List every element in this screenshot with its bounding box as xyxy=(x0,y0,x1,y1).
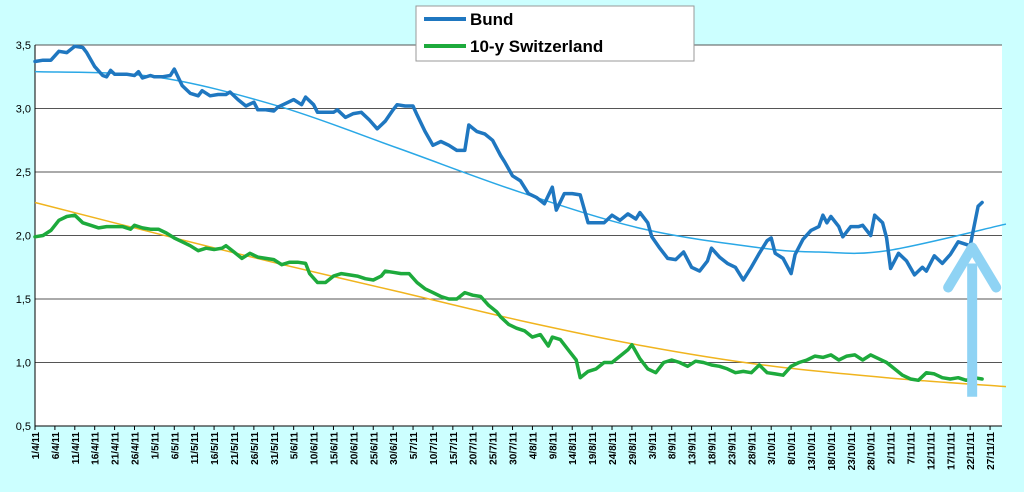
x-tick-label: 13/10/11 xyxy=(807,432,818,471)
x-tick-label: 18/10/11 xyxy=(827,432,838,471)
x-tick-label: 6/5/11 xyxy=(170,432,181,460)
y-tick-label: 3,0 xyxy=(16,104,31,116)
legend-label-switzerland: 10-y Switzerland xyxy=(470,37,603,56)
x-tick-label: 31/5/11 xyxy=(270,432,281,465)
x-tick-label: 30/7/11 xyxy=(509,432,520,465)
y-tick-label: 1,5 xyxy=(16,294,31,306)
x-axis-ticks: 1/4/11 6/4/11 11/4/11 16/4/11 21/4/11 26/4/11… xyxy=(31,426,997,470)
annotations xyxy=(943,242,1002,397)
y-tick-label: 2,5 xyxy=(16,167,31,179)
x-tick-label: 1/4/11 xyxy=(31,432,42,460)
y-tick-label: 0,5 xyxy=(16,421,31,433)
x-tick-label: 20/7/11 xyxy=(469,432,480,465)
x-tick-label: 23/10/11 xyxy=(847,432,858,471)
x-tick-label: 7/11/11 xyxy=(906,432,917,465)
x-tick-label: 23/9/11 xyxy=(727,432,738,465)
x-tick-label: 1/5/11 xyxy=(150,432,161,460)
x-tick-label: 8/9/11 xyxy=(668,432,679,460)
grid-lines xyxy=(34,44,1002,427)
x-tick-label: 20/6/11 xyxy=(349,432,360,465)
x-tick-label: 8/10/11 xyxy=(787,432,798,465)
x-tick-label: 4/8/11 xyxy=(528,432,539,460)
x-tick-label: 21/5/11 xyxy=(230,432,241,465)
x-tick-label: 16/4/11 xyxy=(91,432,102,465)
x-tick-label: 12/11/11 xyxy=(926,432,937,470)
x-tick-label: 18/9/11 xyxy=(708,432,719,465)
x-tick-label: 22/11/11 xyxy=(966,432,977,470)
x-tick-label: 16/5/11 xyxy=(210,432,221,465)
x-tick-label: 3/10/11 xyxy=(767,432,778,465)
x-tick-label: 10/7/11 xyxy=(429,432,440,465)
trendline xyxy=(34,70,1007,255)
x-tick-label: 2/11/11 xyxy=(887,432,898,465)
x-tick-label: 9/8/11 xyxy=(548,432,559,460)
x-tick-label: 26/4/11 xyxy=(130,432,141,465)
x-tick-label: 24/8/11 xyxy=(608,432,619,465)
x-tick-label: 28/9/11 xyxy=(747,432,758,465)
x-tick-label: 25/6/11 xyxy=(369,432,380,465)
x-tick-label: 21/4/11 xyxy=(111,432,122,465)
trendlines xyxy=(34,70,1007,388)
x-tick-label: 30/6/11 xyxy=(389,432,400,465)
x-tick-label: 11/4/11 xyxy=(71,432,82,465)
x-tick-label: 15/7/11 xyxy=(449,432,460,465)
x-tick-label: 6/4/11 xyxy=(51,432,62,460)
x-tick-label: 13/9/11 xyxy=(688,432,699,465)
x-tick-label: 29/8/11 xyxy=(628,432,639,465)
x-tick-label: 11/5/11 xyxy=(190,432,201,465)
series-line xyxy=(33,44,984,282)
x-tick-label: 25/7/11 xyxy=(489,432,500,465)
y-tick-label: 2,0 xyxy=(16,231,31,243)
x-tick-label: 17/11/11 xyxy=(946,432,957,470)
x-tick-label: 15/6/11 xyxy=(329,432,340,465)
series-lines xyxy=(33,44,984,383)
legend: Bund 10-y Switzerland xyxy=(415,5,695,62)
arrow-head xyxy=(943,242,1002,293)
x-tick-label: 10/6/11 xyxy=(310,432,321,465)
x-tick-label: 14/8/11 xyxy=(568,432,579,465)
x-tick-label: 28/10/11 xyxy=(867,432,878,471)
x-tick-label: 26/5/11 xyxy=(250,432,261,465)
x-tick-label: 5/7/11 xyxy=(409,432,420,460)
x-tick-label: 27/11/11 xyxy=(986,432,997,470)
trendline xyxy=(34,201,1007,388)
x-tick-label: 19/8/11 xyxy=(588,432,599,465)
legend-box xyxy=(415,5,695,62)
x-tick-label: 3/9/11 xyxy=(648,432,659,460)
y-tick-label: 1,0 xyxy=(16,358,31,370)
x-tick-label: 5/6/11 xyxy=(290,432,301,460)
y-axis-ticks: 0,5 1,0 1,5 2,0 2,5 3,0 3,5 xyxy=(16,40,31,433)
series-line xyxy=(33,213,984,383)
legend-label-bund: Bund xyxy=(470,10,513,29)
y-tick-label: 3,5 xyxy=(16,40,31,52)
